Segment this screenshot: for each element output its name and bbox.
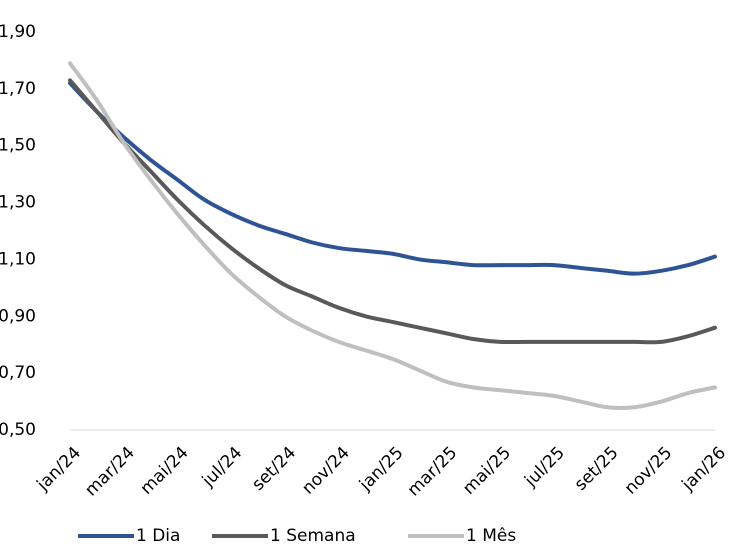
x-tick-label: mar/25 [404, 443, 462, 501]
series-line [68, 61, 717, 410]
y-tick-label: 1,10 [0, 249, 36, 269]
x-tick-label: set/24 [248, 443, 300, 495]
y-tick-label: 1,70 [0, 79, 36, 99]
x-tick-label: jan/26 [678, 443, 731, 496]
legend-label: 1 Mês [466, 526, 516, 546]
y-tick-label: 0,50 [0, 420, 36, 440]
x-tick-label: mar/24 [81, 443, 139, 501]
x-tick-label: nov/24 [298, 443, 354, 499]
series-line [68, 81, 717, 276]
legend-label: 1 Semana [270, 526, 356, 546]
series-line [68, 78, 717, 345]
y-tick-label: 1,50 [0, 136, 36, 156]
x-tick-label: jan/24 [33, 443, 86, 496]
x-tick-label: set/25 [571, 443, 623, 495]
y-tick-label: 1,30 [0, 193, 36, 213]
y-tick-label: 0,70 [0, 363, 36, 383]
y-tick-label: 0,90 [0, 306, 36, 326]
x-tick-label: mai/24 [137, 443, 193, 499]
y-tick-label: 1,90 [0, 22, 36, 42]
x-tick-label: mai/25 [459, 443, 515, 499]
x-tick-label: nov/25 [621, 443, 677, 499]
x-tick-label: jul/24 [198, 443, 247, 492]
x-tick-label: jan/25 [355, 443, 408, 496]
legend-label: 1 Dia [136, 526, 180, 546]
x-tick-label: jul/25 [520, 443, 569, 492]
